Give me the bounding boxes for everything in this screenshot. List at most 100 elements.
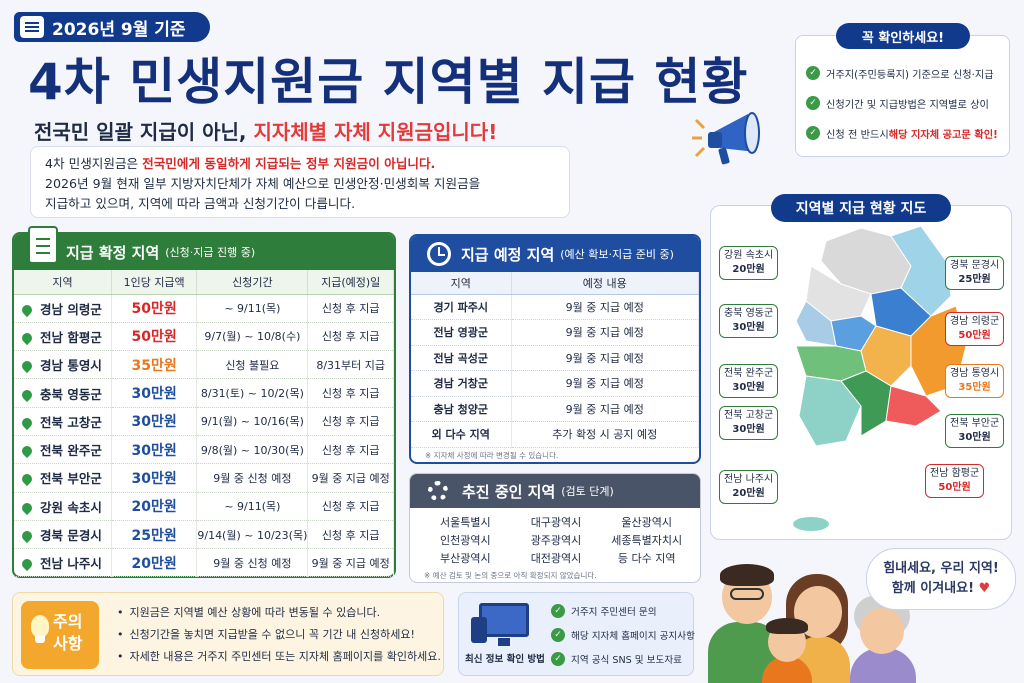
map-label-name: 경남 통영시 xyxy=(950,368,1000,379)
caution-title: 주의 사항 xyxy=(53,611,82,655)
amount-cell: 50만원 xyxy=(111,294,198,323)
location-pin-icon xyxy=(19,528,35,544)
amount-value: 30만원 xyxy=(131,414,177,431)
intro-line2: 2026년 9월 현재 일부 지방자치단체가 자체 예산으로 민생안정·민생회복… xyxy=(45,176,481,191)
region-cell: 전남 곡성군 xyxy=(411,345,512,371)
region-cell: 외 다수 지역 xyxy=(411,421,512,448)
location-pin-icon xyxy=(19,472,35,487)
map-label-amount: 30만원 xyxy=(732,424,765,435)
city-item: 울산광역시 xyxy=(621,516,672,529)
city-item: 대구광역시 xyxy=(530,516,582,529)
map-title: 지역별 지급 현황 지도 xyxy=(771,194,951,222)
progress-subtitle: (검토 단계) xyxy=(561,485,614,498)
location-pin-icon xyxy=(19,302,35,317)
location-pin-icon xyxy=(19,387,35,402)
info-item: ✓ 해당 지자체 홈페이지 공지사항 xyxy=(551,623,695,647)
period-cell: 9/14(월) ~ 10/23(목) xyxy=(196,520,309,550)
amount-cell: 35만원 xyxy=(111,350,198,380)
region-cell: 경북 문경시 xyxy=(14,520,112,550)
region-cell: 경남 의령군 xyxy=(14,294,112,323)
plan-cell: 9월 중 지급 예정 xyxy=(511,319,699,346)
map-label-amount: 50만원 xyxy=(938,482,971,493)
check-icon: ✓ xyxy=(551,652,565,666)
amount-value: 30만원 xyxy=(131,386,177,403)
confirmed-table: 지역 1인당 지급액 신청기간 지급(예정)일 경남 의령군 50만원 ~ 9/11… xyxy=(14,270,394,578)
info-item-text: 해당 지자체 홈페이지 공지사항 xyxy=(571,631,695,642)
pay-date-cell: 신청 후 지급 xyxy=(307,378,394,408)
plan-cell: 9월 중 지급 예정 xyxy=(511,396,699,422)
map-label-name: 전남 함평군 xyxy=(930,468,980,479)
date-tag-label: 2026년 9월 기준 xyxy=(52,19,186,40)
map-label-name: 경남 의령군 xyxy=(950,316,1000,327)
lightbulb-icon xyxy=(31,615,49,643)
heart-icon: ♥ xyxy=(978,581,991,596)
location-pin-icon xyxy=(19,444,35,459)
region-cell: 전남 영광군 xyxy=(411,319,512,346)
check-icon: ✓ xyxy=(551,604,565,618)
map-label-amount: 35만원 xyxy=(958,382,991,393)
date-tag: 2026년 9월 기준 xyxy=(14,12,210,42)
amount-value: 50만원 xyxy=(131,329,177,346)
city-item: 등 다수 지역 xyxy=(617,552,676,565)
progress-title: 추진 중인 지역 xyxy=(462,482,556,501)
region-name: 충북 영동군 xyxy=(40,386,102,402)
check-icon: ✓ xyxy=(551,628,565,642)
period-cell: 신청 불필요 xyxy=(196,350,309,380)
info-item-text: 거주지 주민센터 문의 xyxy=(571,607,657,618)
amount-value: 35만원 xyxy=(131,357,177,374)
confirmed-header: 지급 확정 지역 (신청·지급 진행 중) xyxy=(14,234,394,270)
subtitle-highlight: 지자체별 자체 지원금입니다! xyxy=(253,120,498,144)
period-cell: ~ 9/11(목) xyxy=(196,294,309,323)
gear-icon xyxy=(428,481,448,501)
pay-date-cell: 신청 후 지급 xyxy=(307,492,394,521)
checklist-item: ✓ 거주지(주민등록지) 기준으로 신청·지급 xyxy=(806,58,1009,88)
col-header: 예정 내용 xyxy=(511,272,699,295)
map-label-amount: 20만원 xyxy=(732,264,765,275)
intro-line3: 지급하고 있으며, 지역에 따라 금액과 신청기간이 다릅니다. xyxy=(45,196,356,211)
info-item-text: 지역 공식 SNS 및 보도자료 xyxy=(571,655,682,666)
scheduled-subtitle: (예산 확보·지급 준비 중) xyxy=(560,248,674,261)
amount-cell: 50만원 xyxy=(111,322,198,352)
subtitle-plain: 전국민 일괄 지급이 아닌, xyxy=(34,120,247,144)
scheduled-header: 지급 예정 지역 (예산 확보·지급 준비 중) xyxy=(411,236,699,272)
clock-icon xyxy=(427,242,451,266)
checklist-item-text: 거주지(주민등록지) 기준으로 신청·지급 xyxy=(826,69,994,81)
caution-badge: 주의 사항 xyxy=(21,601,99,669)
progress-header: 추진 중인 지역 (검토 단계) xyxy=(410,474,700,508)
map-label-amount: 20만원 xyxy=(732,488,765,499)
table-row: 경남 의령군 50만원 ~ 9/11(목) 신청 후 지급 xyxy=(14,294,394,323)
region-cell: 전북 부안군 xyxy=(14,463,112,493)
map-label-amount: 50만원 xyxy=(958,330,991,341)
map-label-amount: 25만원 xyxy=(958,274,991,285)
table-row: 외 다수 지역 추가 확정 시 공지 예정 xyxy=(411,421,699,448)
amount-value: 50만원 xyxy=(131,301,177,318)
caution-title-line2: 사항 xyxy=(53,634,83,653)
col-header: 1인당 지급액 xyxy=(111,270,198,295)
table-row: 강원 속초시 20만원 ~ 9/11(목) 신청 후 지급 xyxy=(14,492,394,521)
period-cell: 9월 중 신청 예정 xyxy=(196,548,309,578)
checklist-item-red: 해당 지자체 공고문 확인! xyxy=(888,129,998,141)
amount-cell: 30만원 xyxy=(111,463,198,493)
map-label: 강원 속초시 20만원 xyxy=(719,246,779,280)
city-item: 부산광역시 xyxy=(440,552,491,565)
amount-cell: 30만원 xyxy=(111,435,198,465)
pay-date-cell: 신청 후 지급 xyxy=(307,435,394,465)
speech-line2-wrap: 함께 이겨내요! ♥ xyxy=(867,579,1015,599)
amount-cell: 25만원 xyxy=(111,520,198,550)
map-label: 경남 의령군 50만원 xyxy=(945,312,1005,346)
table-row: 경남 거창군 9월 중 지급 예정 xyxy=(411,370,699,397)
table-row: 전북 완주군 30만원 9/8(월) ~ 10/30(목) 신청 후 지급 xyxy=(14,435,394,465)
region-name: 전북 부안군 xyxy=(40,471,102,487)
map-label: 전북 고창군 30만원 xyxy=(719,406,779,440)
map-label-name: 충북 영동군 xyxy=(724,308,774,319)
map-label: 전북 완주군 30만원 xyxy=(719,364,779,398)
table-row: 전남 나주시 20만원 9월 중 신청 예정 9월 중 지급 예정 xyxy=(14,548,394,578)
speech-line2: 함께 이겨내요! xyxy=(891,581,975,596)
caution-item: 자세한 내용은 거주지 주민센터 또는 지자체 홈페이지를 확인하세요. xyxy=(117,645,441,667)
period-cell: 9/1(월) ~ 10/16(목) xyxy=(196,407,309,436)
col-header: 지역 xyxy=(14,270,112,295)
speech-bubble: 힘내세요, 우리 지역! 함께 이겨내요! ♥ xyxy=(866,548,1016,610)
location-pin-icon xyxy=(19,415,35,430)
map-label: 충북 영동군 30만원 xyxy=(719,304,779,338)
confirmed-regions-panel: 지급 확정 지역 (신청·지급 진행 중) 지역 1인당 지급액 신청기간 지급… xyxy=(12,226,396,578)
